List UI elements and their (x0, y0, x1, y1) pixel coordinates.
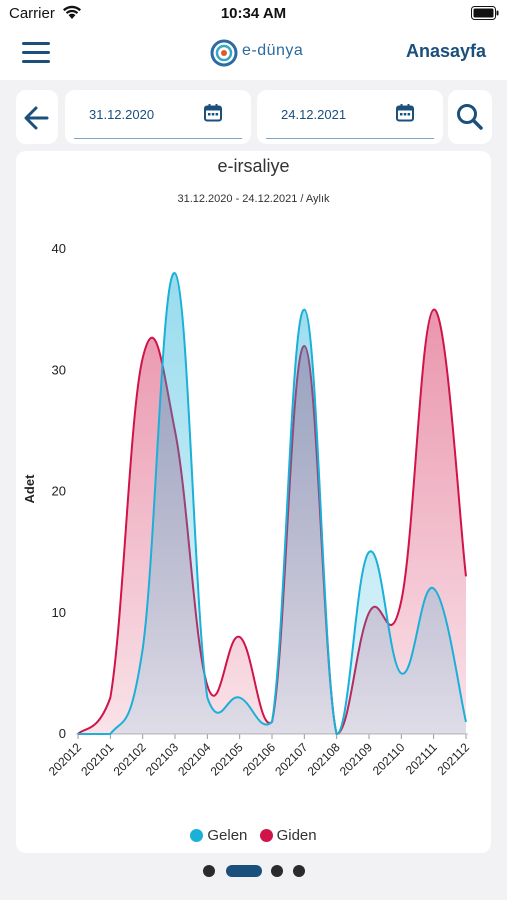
legend-item-gelen[interactable]: Gelen (190, 827, 247, 844)
chart-title: e-irsaliye (217, 156, 290, 176)
page-dot[interactable] (271, 865, 283, 877)
start-date-field[interactable]: 31.12.2020 (65, 90, 251, 144)
y-tick-label: 40 (52, 241, 66, 256)
x-tick-label: 202107 (272, 740, 310, 778)
x-tick-label: 202109 (337, 740, 375, 778)
x-tick-label: 202103 (143, 740, 181, 778)
page-dot[interactable] (203, 865, 215, 877)
legend-dot-gelen (190, 829, 204, 842)
y-tick-label: 20 (52, 484, 66, 499)
x-tick-label: 202106 (240, 740, 278, 778)
hamburger-menu-icon[interactable] (22, 42, 50, 64)
battery-icon (471, 6, 499, 20)
arrow-left-icon (24, 106, 49, 130)
end-date-value: 24.12.2021 (281, 107, 347, 122)
x-tick-label: 202110 (370, 740, 408, 778)
wifi-icon (63, 5, 81, 19)
clock: 10:34 AM (220, 5, 287, 22)
x-axis: 2020122021012021022021032021042021052021… (46, 733, 473, 778)
series-area-gelen (78, 273, 466, 734)
home-link[interactable]: Anasayfa (405, 41, 486, 61)
nav-bar: e-dünya Anasayfa (0, 28, 507, 80)
y-tick-label: 30 (52, 362, 66, 377)
series-line-gelen (78, 272, 467, 736)
back-button[interactable] (16, 90, 58, 144)
x-tick-label: 202101 (78, 740, 116, 778)
page-dot-active[interactable] (226, 865, 262, 877)
y-axis-label: Adet (22, 474, 37, 504)
page-dot[interactable] (293, 865, 305, 877)
search-button[interactable] (448, 90, 492, 144)
start-date-value: 31.12.2020 (89, 107, 155, 122)
chart-subtitle: 31.12.2020 - 24.12.2021 / Aylık (177, 193, 330, 205)
x-tick-label: 202102 (111, 740, 149, 778)
x-tick-label: 202104 (175, 740, 213, 778)
logo: e-dünya (208, 37, 308, 69)
x-tick-label: 202111 (403, 740, 440, 777)
calendar-icon (204, 104, 222, 122)
y-tick-label: 0 (59, 726, 66, 741)
legend-label-giden: Giden (276, 827, 317, 844)
carrier-label: Carrier (9, 5, 55, 22)
legend-dot-giden (259, 829, 273, 842)
legend-label-gelen: Gelen (207, 827, 248, 844)
y-axis: 0 10 20 30 40 (52, 241, 66, 741)
calendar-icon (396, 104, 414, 122)
end-date-field[interactable]: 24.12.2021 (257, 90, 443, 144)
x-tick-label: 202112 (435, 740, 473, 778)
page-indicator (0, 864, 507, 878)
y-tick-label: 10 (52, 605, 66, 620)
x-tick-label: 202108 (305, 740, 343, 778)
search-icon (457, 104, 483, 130)
date-filter-row: 31.12.2020 24.12.2021 (0, 90, 507, 146)
chart-card: e-irsaliye 31.12.2020 - 24.12.2021 / Ayl… (16, 151, 491, 853)
legend-item-giden[interactable]: Giden (259, 827, 317, 844)
globe-logo-icon (210, 39, 238, 67)
legend: Gelen Giden (16, 827, 491, 846)
x-tick-label: 202012 (46, 740, 84, 778)
logo-text: e-dünya (242, 42, 304, 59)
series-layer (77, 272, 467, 736)
status-bar: Carrier 10:34 AM (0, 0, 507, 28)
x-tick-label: 202105 (208, 740, 246, 778)
